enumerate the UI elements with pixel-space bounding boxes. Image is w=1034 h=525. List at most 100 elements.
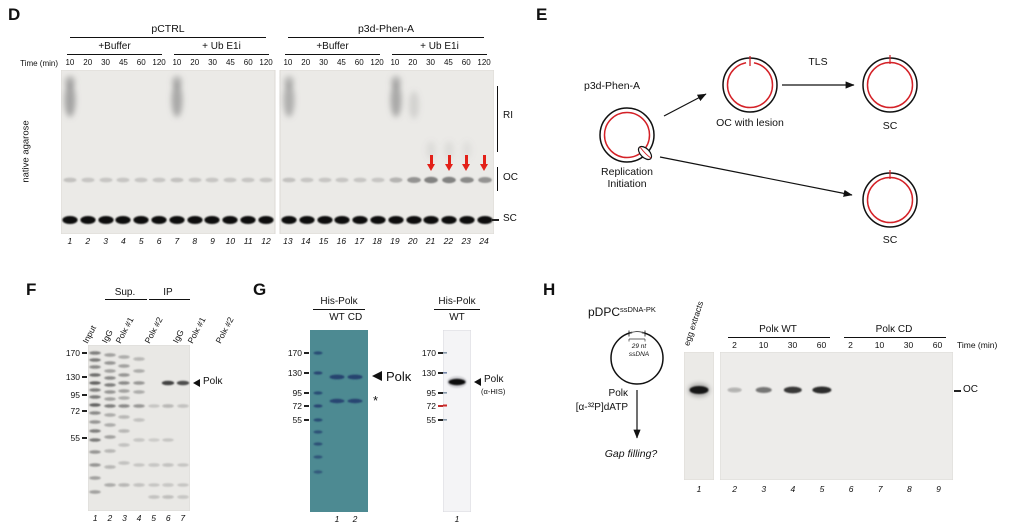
lane-number: 12 (261, 236, 271, 246)
g-lane-cd: CD (347, 312, 363, 323)
time-value: 45 (118, 58, 128, 67)
mw-tick (438, 372, 443, 374)
ri-smears (64, 76, 472, 159)
lane-number: 7 (877, 484, 883, 494)
mw-tick (82, 352, 87, 354)
f-lane-label: Input (80, 323, 99, 346)
ri-label: RI (503, 110, 513, 121)
mw-tick (82, 376, 87, 378)
mw-tick (304, 392, 309, 394)
h-nucleotide-label: [α-³²P]dATP (575, 402, 628, 413)
g-band-label: Polκ (386, 369, 412, 384)
underline (174, 54, 269, 55)
lane-number: 6 (165, 513, 171, 523)
lane-number: 8 (906, 484, 912, 494)
lane-number: 11 (243, 236, 253, 246)
h-plasmid-superscript: ssDNA-PK (620, 305, 656, 314)
time-value: 45 (336, 58, 346, 67)
ri-bracket-line (497, 86, 498, 152)
time-value: 120 (259, 58, 273, 67)
gel2-cond-ube1i: + Ub E1i (420, 41, 459, 52)
time-value: 30 (319, 58, 329, 67)
lane-number: 4 (790, 484, 796, 494)
lane-number: 4 (136, 513, 142, 523)
sc-bands (62, 216, 493, 224)
lane-number: 22 (443, 236, 454, 246)
time-value: 120 (370, 58, 384, 67)
gel-d-image (61, 70, 494, 234)
underline (392, 54, 487, 55)
tls-label: TLS (808, 56, 828, 68)
lane-number: 1 (696, 484, 702, 494)
left-arrow-icon (193, 379, 200, 387)
lane-numbers-row: 1 (443, 514, 471, 524)
oc-bracket-line (497, 167, 498, 191)
mw-tick (304, 419, 309, 421)
lane-number: 21 (425, 236, 436, 246)
lane-number: 2 (352, 514, 358, 524)
gel1-cond-buffer: +Buffer (98, 41, 131, 52)
gel1-title: pCTRL (151, 23, 185, 35)
lane-number: 5 (819, 484, 825, 494)
time-values-row: 10 20 30 45 60 120 (279, 58, 386, 67)
mw-marker: 95 (292, 388, 302, 398)
panel-e-label: E (536, 5, 548, 24)
time-value: 120 (152, 58, 166, 67)
lane-number: 17 (354, 236, 364, 246)
h-enzyme-label: Polκ (608, 388, 628, 399)
mw-tick (304, 352, 309, 354)
h-question-label: Gap filling? (604, 448, 658, 460)
lane-numbers-row: 13 14 15 16 17 18 19 20 21 22 23 24 (279, 236, 493, 246)
time-values-row: 10 20 30 45 60 120 (61, 58, 168, 67)
lane-number: 18 (372, 236, 382, 246)
mw-marker: 170 (65, 348, 80, 358)
time-value: 20 (190, 58, 200, 67)
underline (149, 299, 190, 300)
time-value: 30 (426, 58, 436, 67)
time-value: 60 (243, 58, 253, 67)
panel-g-label: G (253, 280, 267, 299)
oc-label: OC (503, 172, 518, 183)
lane-number: 3 (761, 484, 767, 494)
panel-f-label: F (26, 280, 37, 299)
underline (844, 337, 946, 338)
lane-number: 1 (334, 514, 340, 524)
f-lane-labels: Input IgG Polκ #1 Polκ #2 IgG Polκ #1 Polκ #2 (80, 315, 235, 345)
mw-marker: 55 (426, 415, 436, 425)
time-value: 45 (225, 58, 235, 67)
red-arrow-icon (480, 155, 489, 172)
gel-f-image (88, 345, 190, 511)
time-value: 20 (408, 58, 418, 67)
mw-marker: 130 (65, 372, 80, 382)
f-band-label: Polκ (203, 376, 223, 387)
gel-h-main-image (720, 352, 953, 480)
oc-bands (63, 176, 492, 184)
lane-number: 16 (336, 236, 347, 246)
mw-tick (82, 437, 87, 439)
lane-numbers-row: 1 2 3 4 5 6 7 8 9 10 11 12 (61, 236, 275, 246)
g-blot-band-sub: (α-HIS) (481, 387, 506, 396)
time-value: 10 (65, 58, 75, 67)
plasmid-label: p3d-Phen-A (584, 80, 641, 92)
time-value: 10 (390, 58, 400, 67)
lane-number: 2 (107, 513, 113, 523)
mw-tick (438, 352, 443, 354)
mw-marker: 72 (426, 401, 436, 411)
left-arrow-icon (372, 371, 382, 381)
lane-number: 2 (85, 236, 91, 246)
panel-h-label: H (543, 280, 556, 299)
h-oc-label: OC (963, 384, 978, 395)
lane-number: 9 (210, 236, 215, 246)
time-value: 30 (903, 340, 914, 350)
underline (728, 337, 830, 338)
lane-number: 5 (138, 236, 144, 246)
mw-tick (82, 394, 87, 396)
mw-marker: 95 (70, 390, 80, 400)
sc-label: SC (503, 213, 517, 224)
mw-marker: 72 (70, 406, 80, 416)
g-gel-title: His-Polκ (320, 296, 358, 307)
time-value: 10 (283, 58, 293, 67)
gel-h-egg-image (684, 352, 714, 480)
